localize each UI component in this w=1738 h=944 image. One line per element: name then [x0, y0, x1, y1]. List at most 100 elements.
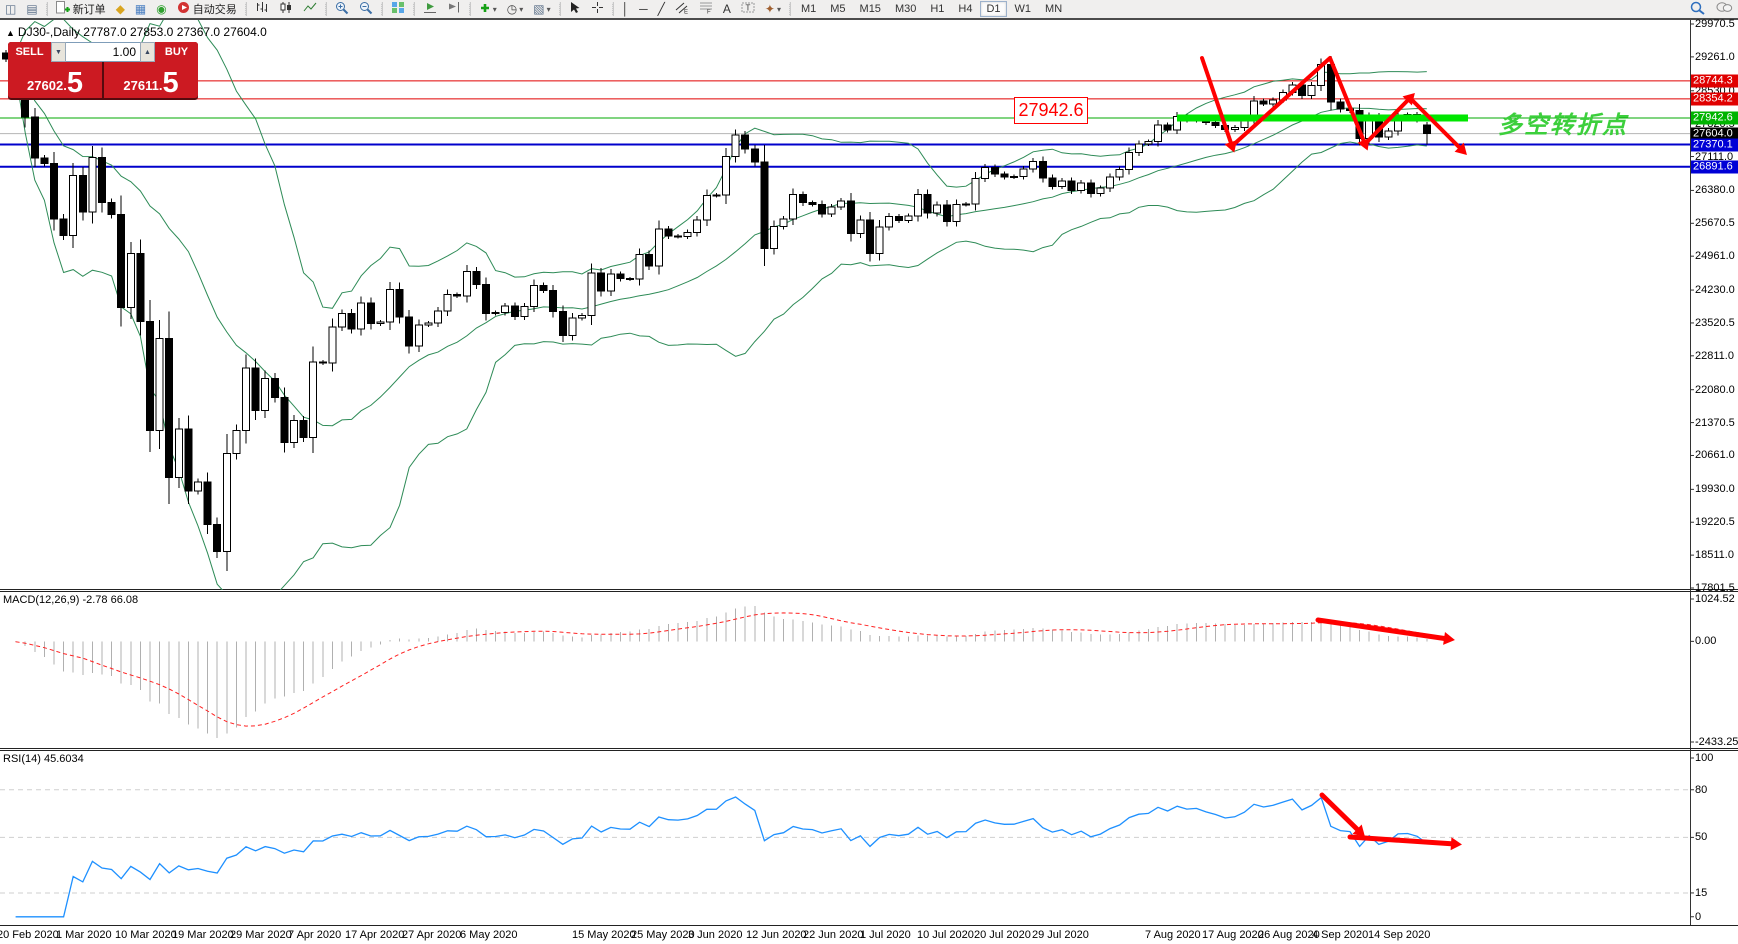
hline-icon: ─: [639, 2, 648, 16]
fibonacci-icon[interactable]: F: [695, 0, 717, 18]
search-icon[interactable]: [1686, 0, 1710, 18]
date-label: 6 May 2020: [460, 929, 518, 941]
sell-price-button[interactable]: 27602. 5: [8, 62, 102, 98]
indicators-button[interactable]: ▾: [475, 0, 501, 18]
date-label: 4 Sep 2020: [1312, 929, 1369, 941]
zoom-in-icon: [335, 1, 349, 18]
text-icon[interactable]: A: [719, 0, 735, 18]
zoom-in-icon[interactable]: [331, 0, 353, 18]
sell-price-pips: 5: [66, 67, 83, 99]
volume-input[interactable]: [66, 42, 140, 62]
autotrade-button[interactable]: 自动交易: [173, 0, 241, 18]
timeframe-m30-button[interactable]: M30: [894, 3, 917, 15]
new-chart-icon: ◫: [5, 2, 17, 16]
rsi-tick: 15: [1695, 886, 1708, 899]
macd-tick: 1024.52: [1695, 593, 1735, 605]
date-label: 20 Jul 2020: [974, 929, 1031, 941]
symbol-title: ▲ DJ30-,Daily 27787.0 27853.0 27367.0 276…: [6, 25, 267, 39]
rsi-tick: 80: [1695, 783, 1708, 796]
price-tick: 29261.0: [1695, 50, 1735, 63]
timeframe-h1-button[interactable]: H1: [930, 3, 945, 15]
chart-shift-icon[interactable]: [443, 0, 465, 18]
periods-button[interactable]: ◷ ▾: [503, 0, 528, 18]
cursor-icon[interactable]: [565, 0, 585, 18]
tile-windows-icon[interactable]: [387, 0, 409, 18]
new-order-icon: [55, 1, 70, 17]
label-icon: T: [741, 1, 755, 17]
toolbar-separator: [380, 2, 383, 16]
price-level-badge: 28744.3: [1691, 74, 1738, 88]
hline-icon[interactable]: ─: [635, 0, 652, 18]
chevron-down-icon: ▾: [776, 4, 781, 14]
timeframe-h4-button[interactable]: H4: [958, 3, 973, 15]
toolbar-separator: [412, 2, 415, 16]
tile-windows-icon: [391, 1, 405, 17]
buy-price-button[interactable]: 27611. 5: [104, 62, 198, 98]
new-chart-icon[interactable]: ◫: [1, 0, 20, 18]
volume-decrease-button[interactable]: ▼: [51, 42, 66, 62]
arrows-icon: ✦: [764, 2, 775, 16]
price-annotation-box: 27942.6: [1014, 97, 1088, 124]
timeframe-m1-button[interactable]: M1: [800, 3, 817, 15]
templates-button[interactable]: ▧ ▾: [529, 0, 554, 18]
chart-profiles-icon[interactable]: ▤: [22, 0, 41, 18]
toolbar-separator: [468, 2, 471, 16]
price-tick: 26380.0: [1695, 184, 1735, 197]
toolbar-separator: [788, 2, 791, 16]
date-label: 1 Jul 2020: [860, 929, 911, 941]
price-tick: 21370.5: [1695, 416, 1735, 429]
signals-icon[interactable]: ◉: [152, 0, 170, 18]
new-order-button-label: 新订单: [72, 4, 106, 16]
price-level-badge: 27604.0: [1691, 127, 1738, 141]
timeframe-w1-button[interactable]: W1: [1014, 3, 1032, 15]
timeframe-d1-button[interactable]: D1: [980, 1, 1007, 17]
timeframe-mn-button[interactable]: MN: [1045, 3, 1063, 15]
community-icon[interactable]: [1712, 0, 1737, 18]
new-order-button[interactable]: 新订单: [52, 0, 110, 18]
date-label: 25 May 2020: [631, 929, 695, 941]
label-icon[interactable]: T: [737, 0, 759, 18]
crosshair-icon: [591, 1, 604, 17]
date-label: 17 Apr 2020: [345, 929, 405, 941]
autotrade-icon: [177, 1, 190, 17]
sell-button[interactable]: SELL: [8, 42, 51, 62]
date-label: 26 Aug 2020: [1258, 929, 1320, 941]
trendline-icon[interactable]: ╱: [654, 0, 669, 18]
date-label: 14 Sep 2020: [1368, 929, 1431, 941]
vline-icon[interactable]: │: [618, 0, 634, 18]
macd-tick: 0.00: [1695, 635, 1717, 648]
date-label: 29 Mar 2020: [230, 929, 292, 941]
vline-icon: │: [621, 2, 630, 16]
macd-tick: -2433.25: [1695, 736, 1738, 748]
strategy-tester-icon[interactable]: ▦: [131, 0, 150, 18]
community-icon: [1716, 1, 1733, 17]
volume-increase-button[interactable]: ▲: [140, 42, 155, 62]
auto-scroll-icon: [423, 1, 437, 17]
symbol-marker-icon: ▲: [6, 28, 15, 38]
strategy-tester-icon: ▦: [134, 2, 147, 16]
timeframe-m5-button[interactable]: M5: [830, 3, 846, 15]
price-level-badge: 26891.6: [1691, 160, 1738, 174]
sell-price-main: 27602.: [27, 78, 67, 93]
zoom-out-icon[interactable]: [355, 0, 377, 18]
crosshair-icon[interactable]: [587, 0, 608, 18]
auto-scroll-icon[interactable]: [419, 0, 441, 18]
price-tick: 19930.0: [1695, 483, 1735, 496]
toolbar-separator: [45, 2, 48, 16]
bar-chart-icon[interactable]: [251, 0, 273, 18]
toolbar-separator: [244, 2, 247, 16]
candle-chart-icon[interactable]: [275, 0, 297, 18]
buy-button[interactable]: BUY: [155, 42, 198, 62]
svg-text:T: T: [745, 4, 750, 13]
timeframe-m15-button[interactable]: M15: [859, 3, 881, 15]
symbol-ohlc-text: DJ30-,Daily 27787.0 27853.0 27367.0 2760…: [17, 25, 267, 39]
arrows-icon[interactable]: ✦ ▾: [761, 0, 785, 18]
svg-text:F: F: [707, 10, 711, 15]
metaeditor-icon[interactable]: ◆: [112, 0, 129, 18]
line-chart-icon[interactable]: [299, 0, 321, 18]
macd-indicator-label: MACD(12,26,9) -2.78 66.08: [3, 594, 139, 606]
channel-icon[interactable]: E: [671, 0, 693, 18]
cursor-icon: [569, 1, 581, 17]
price-tick: 19220.5: [1695, 516, 1735, 529]
